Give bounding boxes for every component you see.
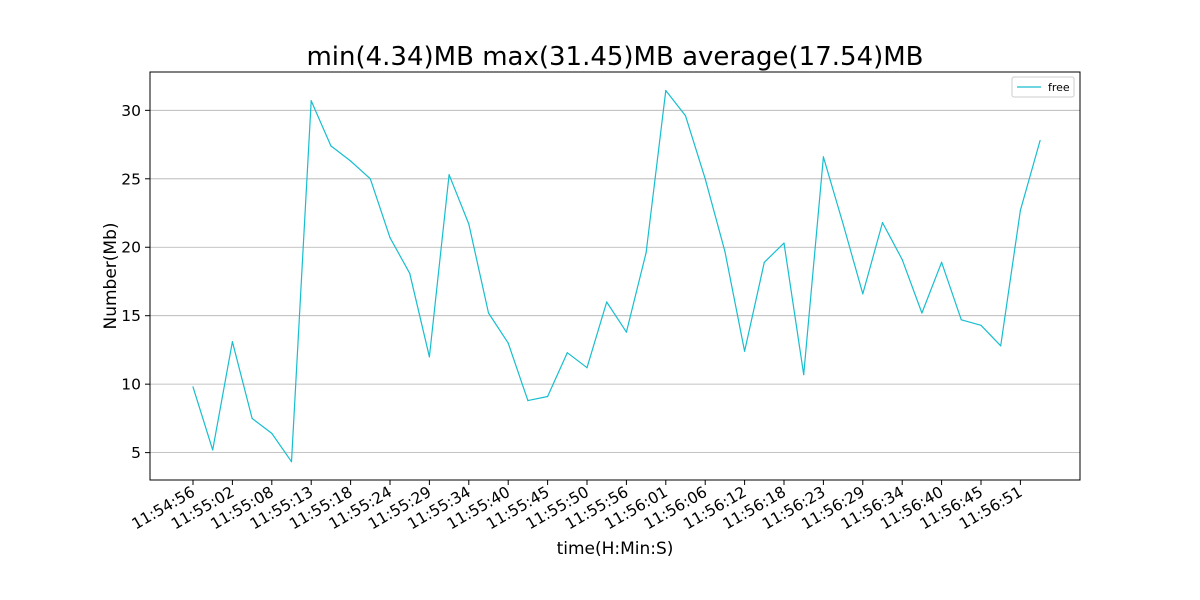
series-line-free <box>192 89 1041 463</box>
data-point <box>665 89 667 92</box>
legend: free <box>1011 76 1075 98</box>
data-point <box>487 312 490 314</box>
data-point <box>842 223 844 225</box>
data-point <box>507 342 509 344</box>
data-point <box>704 178 706 180</box>
data-point <box>330 145 332 147</box>
data-point <box>566 352 568 354</box>
data-point <box>921 312 923 314</box>
data-point <box>901 258 903 261</box>
data-point <box>231 341 233 343</box>
y-tick-label: 15 <box>121 307 141 325</box>
data-point <box>409 272 411 274</box>
data-point <box>428 356 430 358</box>
data-point <box>625 331 628 333</box>
y-tick-label: 10 <box>121 376 141 394</box>
data-point <box>783 242 785 244</box>
data-point <box>1039 139 1041 142</box>
data-point <box>527 399 529 402</box>
y-tick-label: 20 <box>121 239 141 257</box>
data-point <box>881 222 884 224</box>
data-point <box>941 261 943 263</box>
data-point <box>586 367 588 369</box>
y-tick-label: 5 <box>131 444 141 462</box>
legend-box <box>1011 76 1075 98</box>
x-axis-label: time(H:Min:S) <box>557 539 674 559</box>
chart-title: min(4.34)MB max(31.45)MB average(17.54)M… <box>306 42 923 72</box>
data-point <box>448 174 450 176</box>
data-point <box>803 373 805 376</box>
data-point <box>744 350 746 352</box>
data-point <box>724 250 726 252</box>
y-tick-label: 25 <box>121 170 141 188</box>
data-point <box>1019 209 1022 211</box>
data-point <box>192 386 194 388</box>
data-point <box>763 261 765 263</box>
x-axis: 11:54:5611:55:0211:55:0811:55:1311:55:18… <box>129 480 1025 533</box>
series-layer <box>192 89 1041 463</box>
data-point <box>369 178 371 180</box>
data-point <box>290 461 293 463</box>
data-point <box>547 395 549 398</box>
data-point <box>310 100 312 102</box>
y-axis-label: Number(Mb) <box>101 222 121 329</box>
y-tick-label: 30 <box>121 102 141 120</box>
grid-lines <box>150 109 1080 454</box>
data-point <box>645 252 647 254</box>
data-point <box>212 449 214 451</box>
data-point <box>960 319 962 321</box>
data-point <box>389 237 391 239</box>
data-point <box>980 324 982 326</box>
data-point <box>251 417 253 419</box>
data-point <box>1000 345 1002 347</box>
data-point <box>684 115 687 117</box>
data-point <box>822 156 825 158</box>
y-axis: 5 10 15 20 25 30 <box>121 102 150 462</box>
data-point <box>862 293 864 295</box>
legend-label-free: free <box>1048 81 1070 94</box>
data-point <box>606 301 608 303</box>
plot-frame <box>149 71 1081 481</box>
data-point <box>468 223 470 225</box>
data-point <box>271 432 273 435</box>
data-point <box>350 160 352 162</box>
